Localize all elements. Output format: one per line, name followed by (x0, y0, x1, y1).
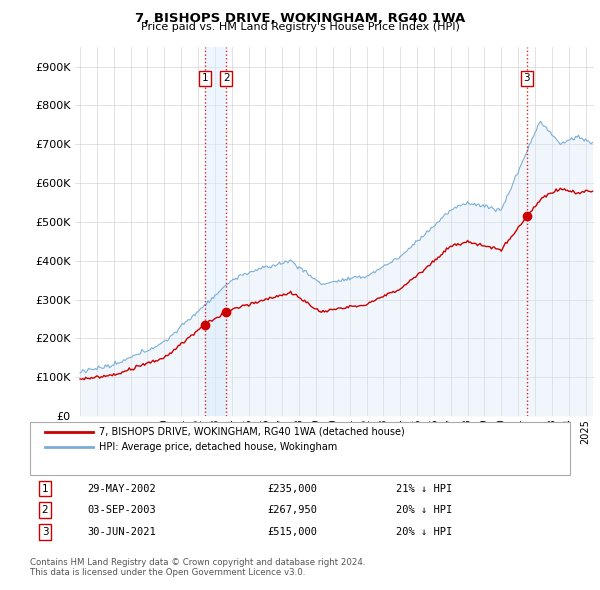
Text: Price paid vs. HM Land Registry's House Price Index (HPI): Price paid vs. HM Land Registry's House … (140, 22, 460, 32)
Text: HPI: Average price, detached house, Wokingham: HPI: Average price, detached house, Woki… (99, 442, 337, 452)
Text: 2: 2 (223, 73, 229, 83)
Text: 21% ↓ HPI: 21% ↓ HPI (396, 484, 452, 493)
Text: 2: 2 (41, 506, 49, 515)
Text: 3: 3 (523, 73, 530, 83)
Text: £515,000: £515,000 (267, 527, 317, 537)
Text: 29-MAY-2002: 29-MAY-2002 (87, 484, 156, 493)
Text: 03-SEP-2003: 03-SEP-2003 (87, 506, 156, 515)
Text: 3: 3 (41, 527, 49, 537)
Text: 7, BISHOPS DRIVE, WOKINGHAM, RG40 1WA (detached house): 7, BISHOPS DRIVE, WOKINGHAM, RG40 1WA (d… (99, 427, 405, 437)
Text: 1: 1 (41, 484, 49, 493)
Text: 20% ↓ HPI: 20% ↓ HPI (396, 506, 452, 515)
Text: Contains HM Land Registry data © Crown copyright and database right 2024.
This d: Contains HM Land Registry data © Crown c… (30, 558, 365, 577)
Text: 7, BISHOPS DRIVE, WOKINGHAM, RG40 1WA: 7, BISHOPS DRIVE, WOKINGHAM, RG40 1WA (135, 12, 465, 25)
Text: 1: 1 (202, 73, 208, 83)
Text: 30-JUN-2021: 30-JUN-2021 (87, 527, 156, 537)
Text: 20% ↓ HPI: 20% ↓ HPI (396, 527, 452, 537)
Bar (205, 47, 226, 416)
Text: £267,950: £267,950 (267, 506, 317, 515)
Text: £235,000: £235,000 (267, 484, 317, 493)
